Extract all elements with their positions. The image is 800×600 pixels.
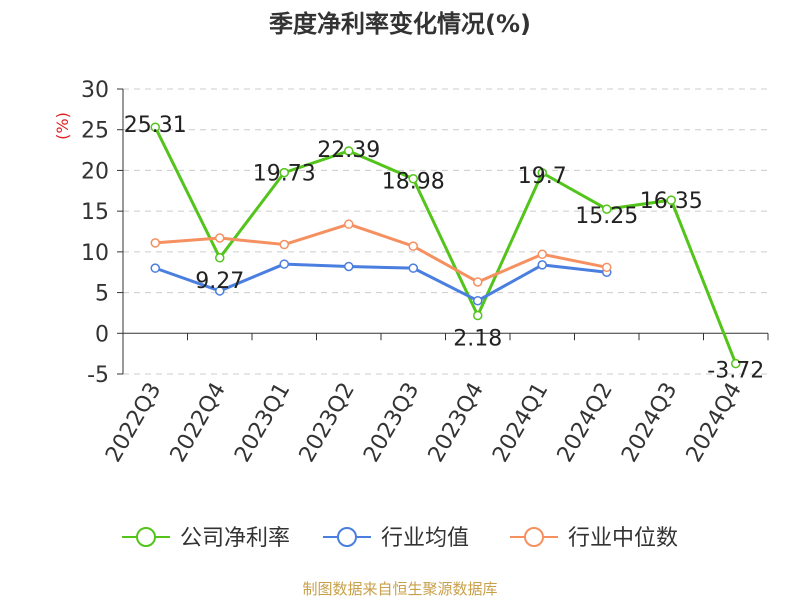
x-tick-label: 2024Q2: [553, 379, 618, 467]
x-tick-label: 2022Q3: [101, 379, 166, 467]
legend-label: 行业均值: [381, 526, 469, 551]
data-point: [344, 219, 354, 229]
data-point: [666, 195, 676, 205]
x-tick-label: 2024Q3: [617, 379, 682, 467]
series-line: [155, 222, 608, 284]
data-label: 2.18: [453, 327, 502, 352]
y-tick-label: -5: [87, 363, 109, 388]
x-tick-label: 2024Q4: [682, 379, 747, 467]
y-tick-label: 15: [81, 200, 109, 225]
data-label: 19.7: [518, 164, 567, 189]
data-point: [344, 146, 354, 156]
data-label: 9.27: [195, 269, 244, 294]
legend-marker: [337, 527, 357, 547]
y-axis-label: (%): [53, 112, 72, 140]
series-line: [153, 126, 738, 365]
data-point: [408, 173, 418, 184]
y-tick-label: 25: [81, 119, 109, 144]
y-tick-label: 10: [81, 241, 109, 266]
series-line: [154, 262, 607, 303]
data-label: 25.31: [124, 113, 187, 138]
x-tick-label: 2023Q1: [230, 379, 295, 467]
y-tick-label: 20: [81, 159, 109, 184]
data-label: -3.72: [707, 359, 764, 384]
data-point: [150, 263, 160, 273]
x-tick-label: 2024Q1: [488, 379, 553, 467]
data-point: [602, 262, 612, 273]
y-tick-label: 5: [95, 282, 109, 307]
data-point: [537, 260, 547, 270]
data-point: [150, 238, 160, 248]
data-point: [279, 259, 289, 269]
legend-label: 行业中位数: [568, 526, 678, 551]
data-point: [602, 204, 612, 214]
x-tick-label: 2023Q4: [424, 379, 489, 467]
data-point: [215, 286, 225, 296]
data-point: [473, 295, 483, 306]
data-point: [731, 358, 741, 369]
legend-marker: [136, 527, 156, 547]
data-label: 15.25: [575, 204, 638, 229]
data-label: 22.39: [317, 138, 380, 163]
data-point: [408, 241, 418, 251]
data-point: [408, 263, 418, 273]
y-tick-label: 30: [81, 78, 109, 103]
x-tick-label: 2023Q2: [295, 379, 360, 467]
data-label: 19.73: [253, 162, 316, 187]
data-label: 16.35: [640, 189, 703, 214]
data-point: [537, 168, 547, 178]
data-point: [215, 253, 225, 263]
legend-marker: [524, 527, 544, 547]
data-point: [473, 310, 483, 321]
chart-title: 季度净利率变化情况(%): [269, 10, 531, 38]
data-label: 18.98: [382, 170, 445, 195]
source-note: 制图数据来自恒生聚源数据库: [302, 580, 498, 598]
data-point: [537, 249, 547, 260]
data-point: [279, 239, 289, 250]
legend-label: 公司净利率: [180, 526, 290, 551]
data-point: [215, 233, 225, 243]
data-point: [150, 122, 160, 132]
data-point: [473, 277, 483, 287]
x-tick-label: 2022Q4: [166, 379, 231, 467]
y-tick-label: 0: [95, 322, 109, 347]
data-point: [344, 261, 354, 272]
x-tick-label: 2023Q3: [359, 379, 424, 467]
data-point: [279, 167, 289, 178]
